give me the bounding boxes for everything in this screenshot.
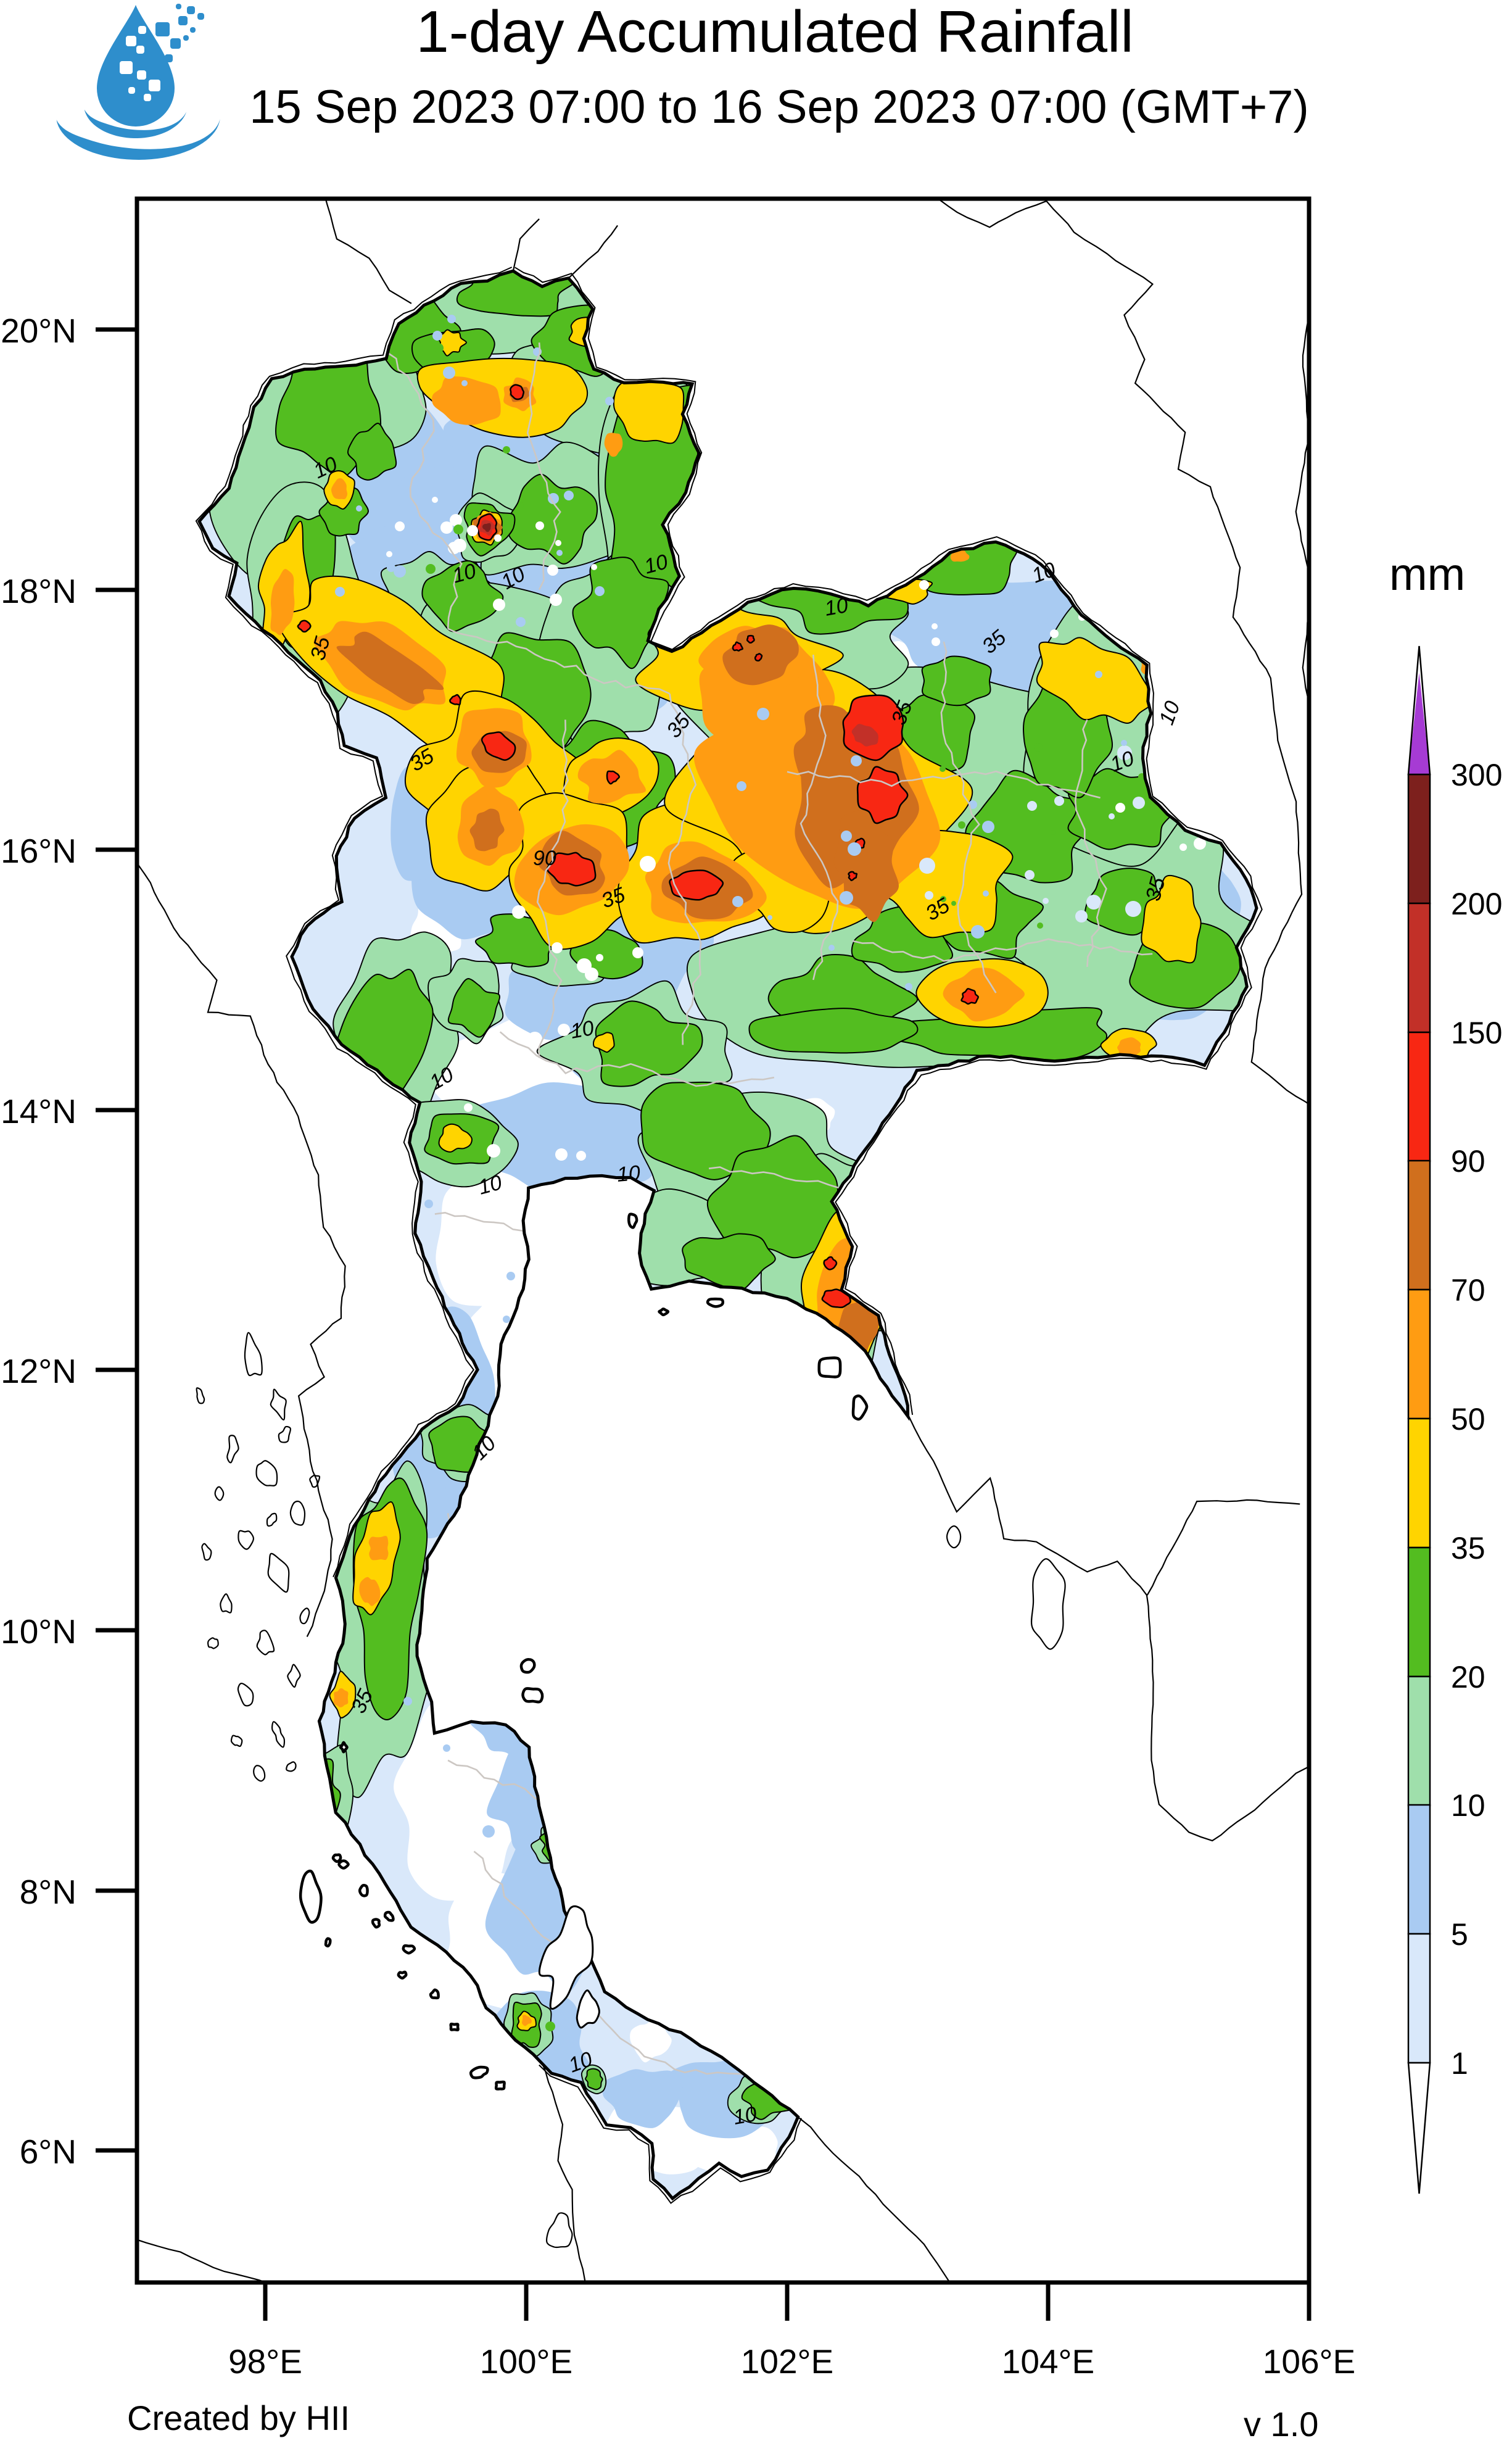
svg-text:Created by HII: Created by HII — [127, 2398, 350, 2437]
svg-text:90: 90 — [1451, 1144, 1485, 1179]
svg-text:14°N: 14°N — [1, 1092, 76, 1130]
svg-text:70: 70 — [1451, 1273, 1485, 1308]
svg-text:20°N: 20°N — [1, 312, 76, 350]
svg-text:35: 35 — [1451, 1531, 1485, 1565]
svg-text:10°N: 10°N — [1, 1612, 76, 1651]
svg-text:1: 1 — [1451, 2046, 1468, 2081]
svg-text:12°N: 12°N — [1, 1352, 76, 1390]
svg-text:18°N: 18°N — [1, 572, 76, 610]
svg-text:1-day Accumulated Rainfall: 1-day Accumulated Rainfall — [416, 0, 1133, 65]
svg-text:6°N: 6°N — [20, 2133, 76, 2171]
svg-text:104°E: 104°E — [1002, 2342, 1094, 2381]
svg-text:10: 10 — [1451, 1788, 1485, 1823]
svg-text:10: 10 — [616, 1161, 641, 1187]
svg-text:100°E: 100°E — [480, 2342, 572, 2381]
svg-text:50: 50 — [1451, 1402, 1485, 1437]
svg-text:5: 5 — [1451, 1917, 1468, 1952]
svg-text:150: 150 — [1451, 1016, 1502, 1050]
svg-text:98°E: 98°E — [228, 2342, 302, 2381]
svg-text:20: 20 — [1451, 1660, 1485, 1694]
svg-text:102°E: 102°E — [741, 2342, 833, 2381]
svg-text:10: 10 — [732, 2102, 759, 2129]
svg-text:90: 90 — [533, 847, 556, 870]
svg-text:15 Sep 2023 07:00 to 16 Sep 20: 15 Sep 2023 07:00 to 16 Sep 2023 07:00 (… — [249, 81, 1309, 133]
svg-text:10: 10 — [569, 1016, 596, 1043]
svg-text:106°E: 106°E — [1263, 2342, 1355, 2381]
svg-text:16°N: 16°N — [1, 832, 76, 870]
svg-text:8°N: 8°N — [20, 1873, 76, 1911]
svg-text:300: 300 — [1451, 758, 1502, 792]
svg-text:200: 200 — [1451, 887, 1502, 921]
svg-text:v 1.0: v 1.0 — [1244, 2405, 1318, 2443]
svg-text:mm: mm — [1389, 549, 1465, 600]
svg-text:10: 10 — [823, 594, 850, 621]
